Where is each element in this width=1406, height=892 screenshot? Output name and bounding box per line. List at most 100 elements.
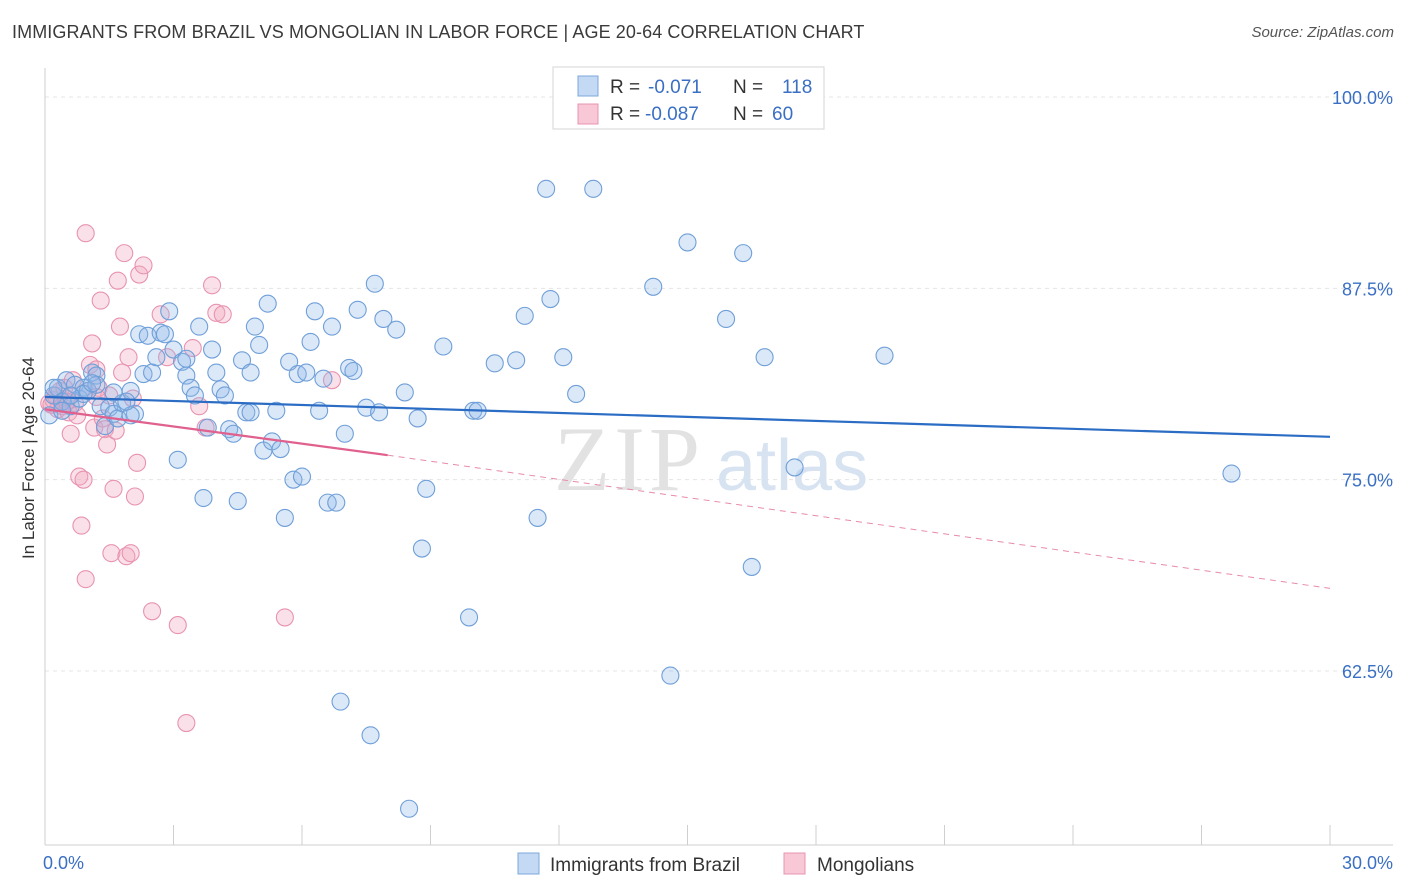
brazil-point-95 bbox=[584, 179, 603, 198]
brazil-point-101 bbox=[742, 557, 761, 576]
mongolians-trend-dashed bbox=[387, 454, 1331, 589]
brazil-point-103 bbox=[785, 458, 804, 477]
brazil-point-28 bbox=[164, 340, 183, 359]
chart-title: IMMIGRANTS FROM BRAZIL VS MONGOLIAN IN L… bbox=[12, 22, 865, 42]
brazil-point-33 bbox=[185, 386, 204, 405]
mongolians-point-16 bbox=[76, 570, 95, 589]
brazil-point-74 bbox=[365, 274, 384, 293]
brazil-point-98 bbox=[678, 233, 697, 252]
brazil-point-112 bbox=[61, 386, 80, 405]
brazil-point-60 bbox=[301, 332, 320, 351]
brazil-point-54 bbox=[275, 508, 294, 527]
mongolians-point-26 bbox=[98, 435, 117, 454]
watermark: ZIP atlas bbox=[554, 408, 868, 510]
brazil-point-38 bbox=[207, 363, 226, 382]
brazil-point-73 bbox=[361, 726, 380, 745]
source-label: Source: ZipAtlas.com bbox=[1251, 24, 1394, 41]
brazil-point-90 bbox=[528, 508, 547, 527]
mongolians-point-29 bbox=[104, 479, 123, 498]
mongolians-point-48 bbox=[183, 338, 202, 358]
brazil-point-67 bbox=[331, 692, 350, 711]
brazil-point-109 bbox=[104, 383, 123, 402]
brazil-point-105 bbox=[1222, 464, 1241, 483]
brazil-point-65 bbox=[322, 317, 342, 336]
brazil-point-37 bbox=[203, 340, 222, 359]
mongolians-point-58 bbox=[76, 224, 95, 243]
brazil-point-96 bbox=[644, 277, 663, 296]
trend-lines bbox=[44, 395, 1331, 589]
mongolians-point-39 bbox=[125, 487, 144, 506]
legend-swatch-mongolians bbox=[577, 103, 599, 125]
brazil-point-79 bbox=[400, 799, 419, 818]
mongolians-point-31 bbox=[108, 271, 127, 290]
legend-r-label-brazil: R = bbox=[610, 77, 640, 98]
brazil-point-93 bbox=[567, 384, 586, 403]
mongolians-point-19 bbox=[83, 334, 102, 353]
brazil-point-66 bbox=[327, 493, 346, 512]
brazil-point-26 bbox=[155, 325, 174, 344]
mongolians-point-51 bbox=[203, 276, 222, 295]
mongolians-point-40 bbox=[128, 453, 147, 472]
mongolians-point-32 bbox=[110, 317, 130, 336]
series-label-mongolians: Mongolians bbox=[817, 855, 914, 876]
brazil-point-100 bbox=[734, 244, 753, 263]
brazil-point-23 bbox=[143, 363, 162, 382]
mongolians-point-37 bbox=[121, 544, 140, 563]
brazil-point-55 bbox=[280, 352, 299, 371]
mongolians-point-14 bbox=[72, 516, 91, 535]
brazil-point-104 bbox=[875, 346, 894, 365]
y-tick-labels: 100.0% 87.5% 75.0% 62.5% bbox=[1332, 88, 1393, 682]
brazil-point-116 bbox=[241, 403, 260, 422]
brazil-point-68 bbox=[335, 424, 354, 443]
mongolians-point-23 bbox=[91, 291, 110, 310]
legend-r-value-brazil: -0.071 bbox=[648, 77, 702, 98]
legend-n-label-brazil: N = bbox=[733, 77, 763, 98]
y-tick-label-3: 62.5% bbox=[1342, 662, 1393, 682]
y-axis-title: In Labor Force | Age 20-64 bbox=[19, 357, 38, 559]
mongolians-point-47 bbox=[177, 713, 196, 733]
brazil-point-47 bbox=[245, 317, 264, 336]
brazil-point-102 bbox=[755, 348, 774, 367]
brazil-point-61 bbox=[305, 302, 324, 321]
legend-r-label-mongolians: R = bbox=[610, 104, 640, 125]
grid-lines bbox=[45, 96, 1393, 672]
brazil-point-81 bbox=[412, 539, 431, 558]
brazil-point-97 bbox=[661, 666, 680, 685]
mongolians-point-36 bbox=[119, 348, 138, 367]
mongolians-point-41 bbox=[130, 265, 149, 284]
mongolians-point-52 bbox=[207, 303, 226, 322]
mongolians-point-45 bbox=[158, 348, 177, 367]
x-tick-labels: 0.0% 30.0% bbox=[43, 853, 1393, 873]
brazil-trend-line bbox=[44, 395, 1331, 438]
brazil-point-113 bbox=[83, 374, 102, 393]
legend-n-label-mongolians: N = bbox=[733, 104, 763, 125]
mongolians-point-10 bbox=[63, 371, 82, 390]
brazil-point-82 bbox=[417, 479, 436, 498]
brazil-point-24 bbox=[147, 348, 166, 367]
brazil-point-89 bbox=[515, 306, 534, 325]
brazil-point-78 bbox=[395, 383, 414, 402]
brazil-point-40 bbox=[215, 386, 234, 405]
brazil-point-94 bbox=[537, 179, 556, 198]
watermark-zip: ZIP bbox=[554, 408, 704, 510]
series-label-brazil: Immigrants from Brazil bbox=[550, 855, 740, 876]
brazil-point-53 bbox=[271, 440, 290, 459]
mongolians-point-46 bbox=[168, 616, 187, 635]
y-tick-label-0: 100.0% bbox=[1332, 88, 1393, 108]
x-tick-label-1: 30.0% bbox=[1342, 853, 1393, 873]
mongolians-point-54 bbox=[275, 608, 294, 627]
brazil-point-91 bbox=[541, 289, 560, 309]
brazil-point-115 bbox=[177, 349, 196, 368]
brazil-point-58 bbox=[292, 467, 312, 486]
brazil-point-48 bbox=[250, 335, 269, 355]
series-swatch-mongolians bbox=[783, 852, 806, 875]
mongolians-trend-line bbox=[44, 408, 388, 457]
brazil-point-99 bbox=[716, 309, 736, 328]
series-swatch-brazil bbox=[517, 852, 540, 875]
mongolians-point-18 bbox=[80, 355, 100, 374]
brazil-point-50 bbox=[258, 294, 277, 313]
brazil-point-29 bbox=[168, 450, 187, 469]
mongolians-point-9 bbox=[61, 424, 80, 443]
brazil-point-76 bbox=[374, 309, 393, 328]
